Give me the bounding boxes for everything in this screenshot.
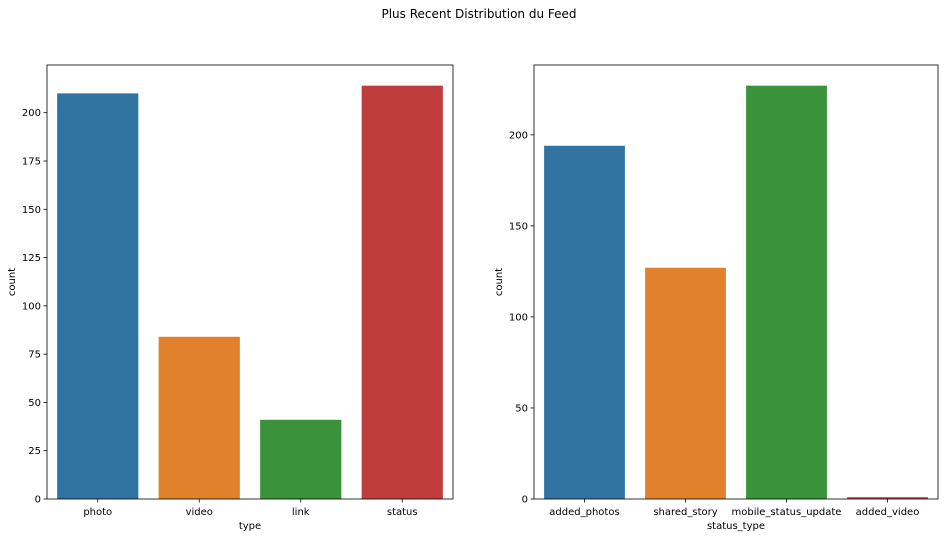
left-bar-video [158, 336, 240, 499]
left-x-tick-label: status [387, 507, 418, 518]
right-x-tick-label: added_video [856, 507, 920, 518]
left-x-tick-label: link [292, 507, 310, 518]
left-y-tick-label: 0 [35, 495, 41, 506]
left-y-tick-label: 175 [22, 156, 41, 167]
left-axes-frame [46, 64, 454, 500]
right-x-axis-label: status_type [707, 521, 765, 532]
right-bar-added-video [847, 497, 928, 499]
right-x-tick-label: added_photos [549, 507, 619, 518]
right-bar-mobile-status-update [746, 85, 827, 500]
left-y-tick-label: 75 [28, 350, 41, 361]
left-x-axis-label: type [239, 521, 261, 532]
right-y-tick-label: 100 [509, 312, 528, 323]
left-bar-photo [57, 93, 139, 500]
left-y-tick-label: 100 [22, 301, 41, 312]
left-y-tick-label: 200 [22, 108, 41, 119]
right-x-tick-label: shared_story [653, 507, 717, 518]
left-chart-panel: 0 25 50 75 100 125 150 175 200 photo video link stat… [7, 64, 454, 532]
right-axes-frame [533, 64, 939, 500]
right-y-axis-label: count [494, 268, 505, 296]
left-y-tick-label: 150 [22, 205, 41, 216]
left-x-tick-label: photo [83, 507, 112, 518]
right-y-tick-label: 150 [509, 221, 528, 232]
right-bar-added-photos [544, 145, 625, 500]
left-bar-link [260, 419, 342, 499]
right-y-tick-label: 0 [522, 495, 528, 506]
left-y-tick-label: 25 [28, 446, 41, 457]
right-chart-panel: 0 50 100 150 200 added_photos shared_story mobi… [494, 64, 939, 532]
left-bar-status [361, 85, 443, 500]
left-x-tick-label: video [186, 507, 213, 518]
left-y-tick-label: 125 [22, 253, 41, 264]
right-y-tick-label: 50 [515, 403, 528, 414]
right-x-tick-label: mobile_status_update [732, 507, 842, 518]
figure-title: Plus Recent Distribution du Feed [381, 7, 576, 21]
right-y-tick-label: 200 [509, 130, 528, 141]
left-y-tick-label: 50 [28, 398, 41, 409]
right-bar-shared-story [645, 267, 726, 499]
left-y-axis-label: count [7, 268, 18, 296]
